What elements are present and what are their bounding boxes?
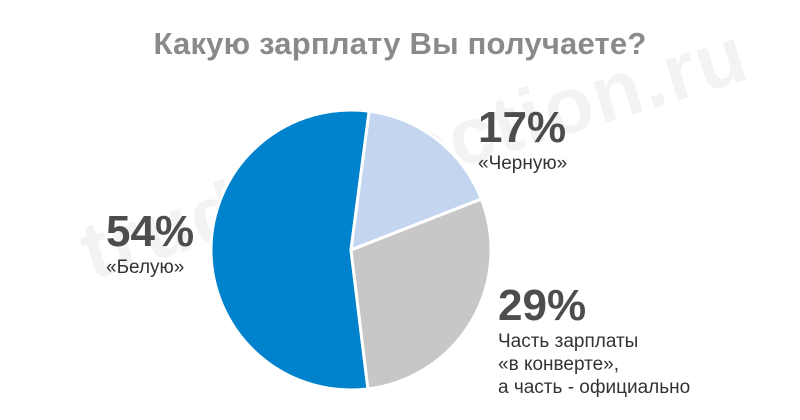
pie-slice-black-salary [349,109,483,252]
slice-label-white-salary: 54% «Белую» [106,208,194,279]
slice-desc-line: Часть зарплаты [498,331,639,352]
slice-desc-line: а часть - официально [498,377,691,398]
pie-slice-grey-salary [349,197,493,391]
slice-desc-line: «Белую» [106,257,185,278]
slice-desc-white-salary: «Белую» [106,256,194,279]
pie-slice-white-salary [209,108,371,392]
slice-label-grey-salary: 29% Часть зарплаты «в конверте», а часть… [498,282,690,399]
slice-value-grey-salary: 29% [498,281,587,330]
chart-title: Какую зарплату Вы получаете? [153,26,647,61]
slice-desc-line: «в конверте», [498,354,620,375]
slice-label-black-salary: 17% «Черную» [478,104,567,175]
slice-value-black-salary: 17% [478,103,567,152]
slice-value-white-salary: 54% [106,207,195,256]
slice-desc-line: «Черную» [478,153,568,174]
slice-desc-black-salary: «Черную» [478,152,567,175]
slice-desc-grey-salary: Часть зарплаты «в конверте», а часть - о… [498,330,690,399]
